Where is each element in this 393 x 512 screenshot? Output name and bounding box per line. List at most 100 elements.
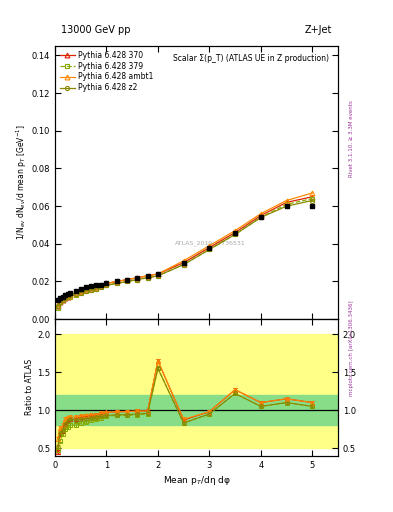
Line: Pythia 6.428 ambt1: Pythia 6.428 ambt1 [55, 190, 315, 307]
Pythia 6.428 370 [156, 271, 160, 277]
X-axis label: Mean p$_T$/dη dφ: Mean p$_T$/dη dφ [163, 474, 230, 487]
Pythia 6.428 370 [181, 260, 186, 266]
Pythia 6.428 ambt1 [114, 279, 119, 285]
Pythia 6.428 z2 [66, 293, 70, 300]
Pythia 6.428 379 [99, 284, 104, 290]
Pythia 6.428 ambt1 [78, 288, 83, 294]
Pythia 6.428 z2 [233, 231, 237, 238]
Pythia 6.428 ambt1 [89, 285, 94, 291]
Pythia 6.428 370 [259, 212, 263, 219]
Pythia 6.428 z2 [58, 299, 62, 305]
Pythia 6.428 z2 [89, 287, 94, 293]
Bar [55, 334, 338, 448]
Pythia 6.428 370 [135, 274, 140, 281]
Pythia 6.428 ambt1 [58, 297, 62, 304]
Pythia 6.428 z2 [114, 280, 119, 286]
Pythia 6.428 370 [84, 286, 88, 292]
Pythia 6.428 ambt1 [310, 190, 315, 196]
Pythia 6.428 ambt1 [145, 273, 150, 279]
Pythia 6.428 379 [104, 282, 109, 288]
Pythia 6.428 370 [58, 299, 62, 305]
Pythia 6.428 z2 [207, 246, 212, 252]
Pythia 6.428 379 [78, 290, 83, 296]
Pythia 6.428 ambt1 [66, 292, 70, 298]
Pythia 6.428 379 [259, 215, 263, 221]
Text: Z+Jet: Z+Jet [305, 25, 332, 35]
Text: Scalar Σ(p_T) (ATLAS UE in Z production): Scalar Σ(p_T) (ATLAS UE in Z production) [173, 54, 329, 63]
Pythia 6.428 z2 [63, 295, 68, 302]
Pythia 6.428 370 [61, 297, 65, 304]
Pythia 6.428 ambt1 [63, 293, 68, 300]
Pythia 6.428 379 [55, 305, 60, 311]
Pythia 6.428 z2 [125, 279, 129, 285]
Text: 13000 GeV pp: 13000 GeV pp [61, 25, 130, 35]
Pythia 6.428 379 [135, 276, 140, 283]
Pythia 6.428 z2 [84, 288, 88, 294]
Pythia 6.428 z2 [145, 274, 150, 281]
Pythia 6.428 379 [84, 288, 88, 294]
Line: Pythia 6.428 379: Pythia 6.428 379 [55, 197, 314, 310]
Pythia 6.428 379 [73, 292, 78, 298]
Pythia 6.428 ambt1 [99, 282, 104, 288]
Pythia 6.428 z2 [181, 262, 186, 268]
Pythia 6.428 ambt1 [55, 301, 60, 307]
Line: Pythia 6.428 370: Pythia 6.428 370 [55, 195, 315, 308]
Pythia 6.428 370 [207, 245, 212, 251]
Text: ATLAS_2019_I1736531: ATLAS_2019_I1736531 [175, 240, 246, 246]
Pythia 6.428 370 [89, 285, 94, 291]
Text: mcplots.cern.ch [arXiv:1306.3436]: mcplots.cern.ch [arXiv:1306.3436] [349, 301, 354, 396]
Pythia 6.428 ambt1 [259, 210, 263, 217]
Pythia 6.428 370 [145, 273, 150, 279]
Pythia 6.428 379 [66, 294, 70, 301]
Pythia 6.428 379 [89, 287, 94, 293]
Pythia 6.428 379 [58, 299, 62, 305]
Pythia 6.428 z2 [73, 291, 78, 297]
Pythia 6.428 379 [156, 273, 160, 279]
Pythia 6.428 ambt1 [68, 292, 73, 298]
Pythia 6.428 379 [284, 201, 289, 207]
Text: Rivet 3.1.10, ≥ 3.3M events: Rivet 3.1.10, ≥ 3.3M events [349, 100, 354, 177]
Y-axis label: 1/N$_{ev}$ dN$_{ev}$/d mean p$_T$ [GeV$^{-1}$]: 1/N$_{ev}$ dN$_{ev}$/d mean p$_T$ [GeV$^… [15, 125, 29, 241]
Pythia 6.428 370 [114, 279, 119, 285]
Pythia 6.428 ambt1 [61, 295, 65, 302]
Pythia 6.428 ambt1 [181, 258, 186, 264]
Pythia 6.428 z2 [104, 282, 109, 288]
Pythia 6.428 z2 [61, 297, 65, 304]
Pythia 6.428 370 [68, 292, 73, 298]
Pythia 6.428 ambt1 [104, 280, 109, 286]
Pythia 6.428 379 [181, 262, 186, 268]
Pythia 6.428 ambt1 [73, 290, 78, 296]
Pythia 6.428 370 [99, 282, 104, 288]
Bar [55, 395, 338, 425]
Pythia 6.428 z2 [310, 198, 315, 204]
Pythia 6.428 z2 [55, 303, 60, 309]
Pythia 6.428 z2 [259, 215, 263, 221]
Legend: Pythia 6.428 370, Pythia 6.428 379, Pythia 6.428 ambt1, Pythia 6.428 z2: Pythia 6.428 370, Pythia 6.428 379, Pyth… [57, 48, 156, 95]
Pythia 6.428 z2 [68, 292, 73, 298]
Pythia 6.428 ambt1 [207, 243, 212, 249]
Pythia 6.428 z2 [99, 284, 104, 290]
Pythia 6.428 370 [78, 288, 83, 294]
Line: Pythia 6.428 z2: Pythia 6.428 z2 [55, 199, 314, 308]
Pythia 6.428 370 [55, 303, 60, 309]
Pythia 6.428 370 [63, 295, 68, 302]
Pythia 6.428 379 [233, 231, 237, 238]
Pythia 6.428 379 [61, 297, 65, 304]
Pythia 6.428 z2 [78, 290, 83, 296]
Pythia 6.428 379 [68, 293, 73, 300]
Pythia 6.428 z2 [135, 276, 140, 283]
Pythia 6.428 370 [73, 290, 78, 296]
Pythia 6.428 370 [66, 293, 70, 300]
Pythia 6.428 ambt1 [284, 198, 289, 204]
Pythia 6.428 370 [94, 284, 99, 290]
Pythia 6.428 ambt1 [94, 284, 99, 290]
Pythia 6.428 379 [94, 286, 99, 292]
Pythia 6.428 370 [310, 194, 315, 200]
Pythia 6.428 z2 [156, 273, 160, 279]
Pythia 6.428 ambt1 [233, 227, 237, 233]
Pythia 6.428 370 [284, 199, 289, 205]
Pythia 6.428 370 [233, 229, 237, 236]
Pythia 6.428 379 [125, 279, 129, 285]
Pythia 6.428 ambt1 [84, 286, 88, 292]
Y-axis label: Ratio to ATLAS: Ratio to ATLAS [25, 359, 34, 415]
